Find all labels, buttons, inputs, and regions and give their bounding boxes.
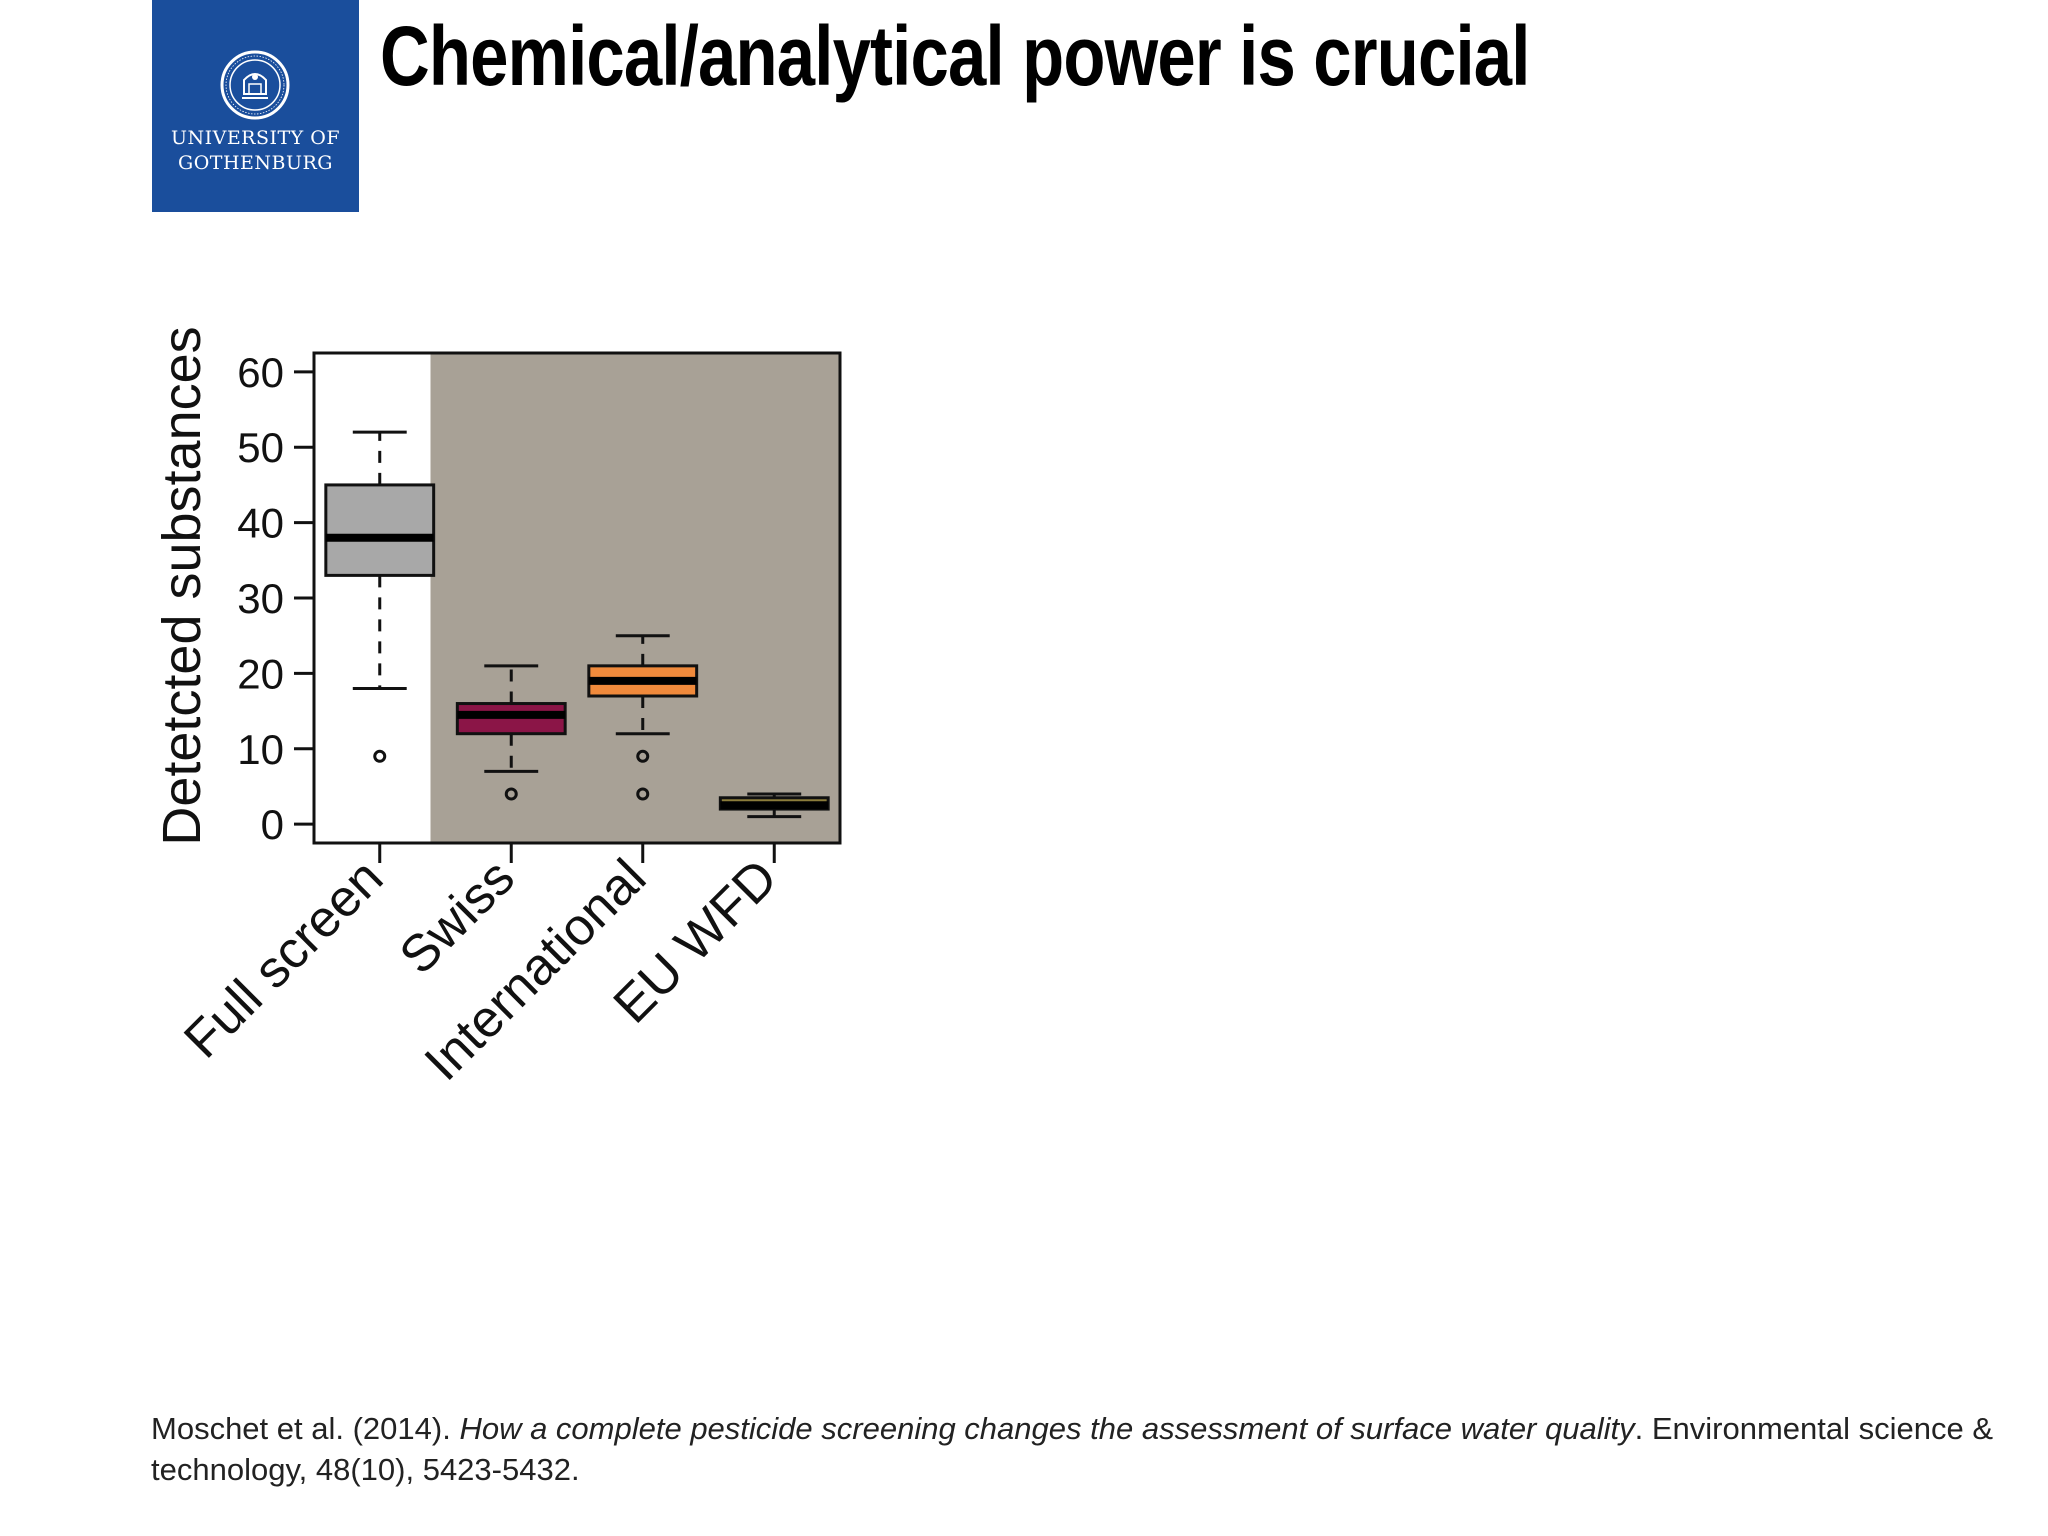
y-tick-label: 10: [237, 726, 284, 773]
university-logo: UNIVERSITY OF GOTHENBURG: [152, 0, 359, 212]
outlier-point: [504, 787, 518, 801]
citation: Moschet et al. (2014). How a complete pe…: [151, 1408, 2031, 1490]
citation-journal: . Environmental science & technology, 48…: [151, 1411, 1994, 1487]
y-tick-label: 50: [237, 424, 284, 471]
y-tick-label: 0: [261, 801, 284, 848]
citation-authors: Moschet et al. (2014).: [151, 1411, 460, 1446]
box: [324, 483, 436, 577]
logo-text-line2: GOTHENBURG: [178, 152, 333, 174]
outlier-point: [373, 749, 387, 763]
outlier-point: [636, 787, 650, 801]
university-seal-icon: [220, 50, 290, 120]
y-axis-label: Detetcted substances: [152, 326, 212, 845]
x-tick-label: Full screen: [173, 848, 394, 1069]
citation-article-title: How a complete pesticide screening chang…: [459, 1411, 1635, 1446]
slide-title: Chemical/analytical power is crucial: [380, 9, 1530, 103]
box-plot-chart: 0 10 20 30 40 50 60 Detetcted substances Full sc…: [140, 300, 880, 1160]
logo-text-line1: UNIVERSITY OF: [170, 127, 341, 149]
shaded-region: [430, 353, 840, 843]
y-tick-label: 40: [237, 500, 284, 547]
outlier-point: [636, 749, 650, 763]
y-tick-label: 60: [237, 349, 284, 396]
y-tick-label: 20: [237, 650, 284, 697]
y-tick-label: 30: [237, 575, 284, 622]
